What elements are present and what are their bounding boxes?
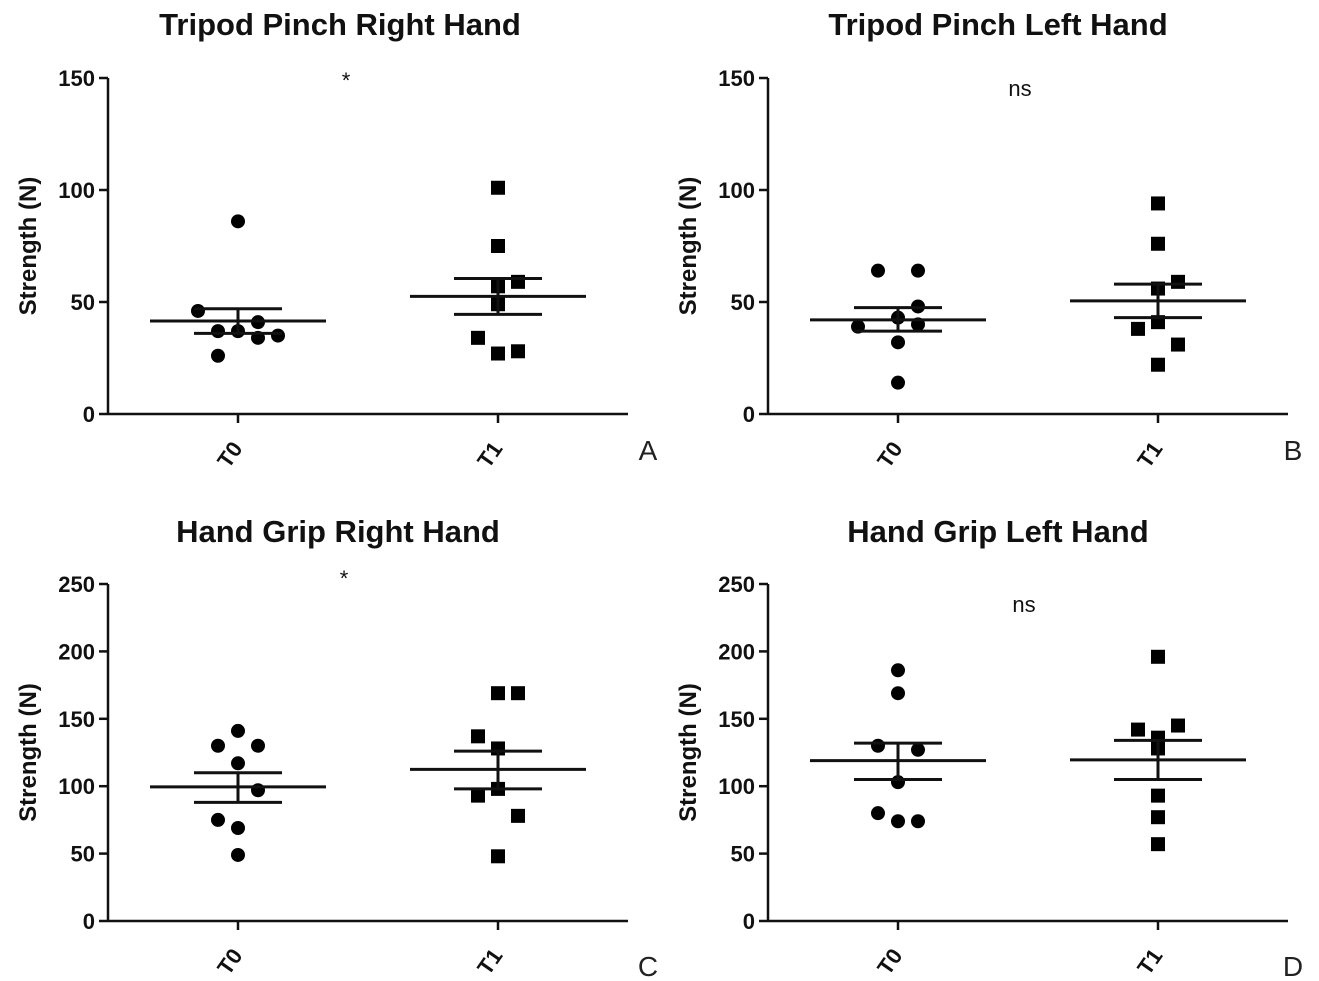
- x-tick-label: T0: [872, 944, 907, 979]
- panel-letter: D: [1283, 951, 1303, 981]
- data-point-t1: [511, 686, 525, 701]
- data-point-t1: [1171, 337, 1185, 352]
- data-point-t0: [891, 663, 905, 678]
- data-point-t0: [191, 303, 205, 318]
- data-point-t0: [251, 738, 265, 753]
- y-tick-label: 0: [83, 402, 95, 427]
- y-tick-label: 50: [71, 842, 95, 867]
- data-point-t1: [1151, 649, 1165, 664]
- y-tick-label: 0: [743, 402, 755, 427]
- y-tick-label: 100: [718, 774, 755, 799]
- data-point-t1: [1171, 718, 1185, 733]
- data-point-t0: [271, 328, 285, 343]
- data-point-t0: [891, 814, 905, 829]
- data-point-t1: [491, 346, 505, 361]
- data-point-t0: [891, 335, 905, 350]
- data-point-t0: [231, 847, 245, 862]
- x-tick-label: T1: [1132, 437, 1167, 472]
- significance-label: ns: [1012, 592, 1035, 617]
- data-point-t0: [891, 686, 905, 701]
- data-point-t0: [911, 742, 925, 757]
- data-point-t1: [1151, 196, 1165, 211]
- data-point-t1: [511, 808, 525, 823]
- y-tick-label: 150: [58, 707, 95, 732]
- data-point-t0: [871, 806, 885, 821]
- chart-panel-a: Tripod Pinch Right Hand 0 50 100 150 Strength…: [15, 7, 658, 472]
- data-point-t0: [231, 756, 245, 771]
- data-point-t0: [871, 738, 885, 753]
- data-point-t1: [491, 180, 505, 195]
- significance-label: *: [340, 566, 349, 591]
- data-point-t1: [1171, 274, 1185, 289]
- y-tick-label: 200: [718, 639, 755, 664]
- data-point-t1: [1151, 236, 1165, 251]
- y-tick-label: 150: [718, 707, 755, 732]
- data-point-t1: [491, 686, 505, 701]
- y-axis-label: Strength (N): [15, 177, 42, 316]
- data-point-t0: [871, 263, 885, 278]
- data-point-t1: [1151, 788, 1165, 803]
- chart-title: Hand Grip Right Hand: [176, 514, 500, 549]
- data-point-t0: [251, 783, 265, 798]
- panel-letter: B: [1284, 435, 1303, 466]
- significance-label: ns: [1008, 76, 1031, 101]
- y-tick-label: 50: [731, 842, 755, 867]
- y-axis-label: Strength (N): [675, 177, 702, 316]
- data-point-t1: [491, 849, 505, 864]
- y-tick-label: 0: [83, 909, 95, 934]
- data-point-t1: [1151, 357, 1165, 372]
- chart-panel-c: Hand Grip Right Hand 0 50 100 150 200 250 Stren…: [15, 514, 658, 981]
- x-tick-label: T1: [472, 944, 507, 979]
- data-point-t1: [511, 344, 525, 359]
- chart-title: Tripod Pinch Right Hand: [159, 7, 521, 42]
- x-tick-label: T1: [472, 437, 507, 472]
- y-tick-label: 0: [743, 909, 755, 934]
- data-point-t0: [911, 263, 925, 278]
- data-point-t1: [1151, 810, 1165, 825]
- y-tick-label: 250: [58, 572, 95, 597]
- data-point-t0: [911, 814, 925, 829]
- data-point-t0: [211, 812, 225, 827]
- chart-title: Hand Grip Left Hand: [847, 514, 1148, 549]
- y-axis-label: Strength (N): [675, 683, 702, 822]
- data-point-t0: [231, 214, 245, 229]
- chart-title: Tripod Pinch Left Hand: [828, 7, 1167, 42]
- x-tick-label: T0: [212, 944, 247, 979]
- y-axis-label: Strength (N): [15, 683, 42, 822]
- data-point-t1: [471, 330, 485, 345]
- data-point-t1: [1131, 722, 1145, 737]
- y-tick-label: 50: [71, 290, 95, 315]
- chart-panel-d: Hand Grip Left Hand 0 50 100 150 200 250 Streng…: [675, 514, 1303, 981]
- x-tick-label: T1: [1132, 944, 1167, 979]
- y-tick-label: 150: [718, 66, 755, 91]
- data-point-t1: [511, 274, 525, 289]
- x-tick-label: T0: [212, 437, 247, 472]
- panel-letter: A: [639, 435, 658, 466]
- data-point-t0: [211, 738, 225, 753]
- panel-letter: C: [638, 951, 658, 981]
- x-tick-label: T0: [872, 437, 907, 472]
- data-point-t0: [231, 723, 245, 738]
- data-point-t1: [471, 788, 485, 803]
- data-point-t1: [471, 729, 485, 744]
- y-tick-label: 50: [731, 290, 755, 315]
- y-tick-label: 100: [58, 178, 95, 203]
- data-point-t1: [1151, 837, 1165, 852]
- significance-label: *: [342, 68, 351, 93]
- y-tick-label: 150: [58, 66, 95, 91]
- y-tick-label: 200: [58, 639, 95, 664]
- y-tick-label: 100: [718, 178, 755, 203]
- data-point-t0: [211, 324, 225, 339]
- data-point-t1: [1131, 321, 1145, 336]
- data-point-t0: [231, 820, 245, 835]
- chart-panel-b: Tripod Pinch Left Hand 0 50 100 150 Strength …: [675, 7, 1302, 472]
- y-tick-label: 250: [718, 572, 755, 597]
- data-point-t0: [891, 375, 905, 390]
- data-point-t1: [491, 239, 505, 253]
- data-point-t0: [211, 348, 225, 363]
- y-tick-label: 100: [58, 774, 95, 799]
